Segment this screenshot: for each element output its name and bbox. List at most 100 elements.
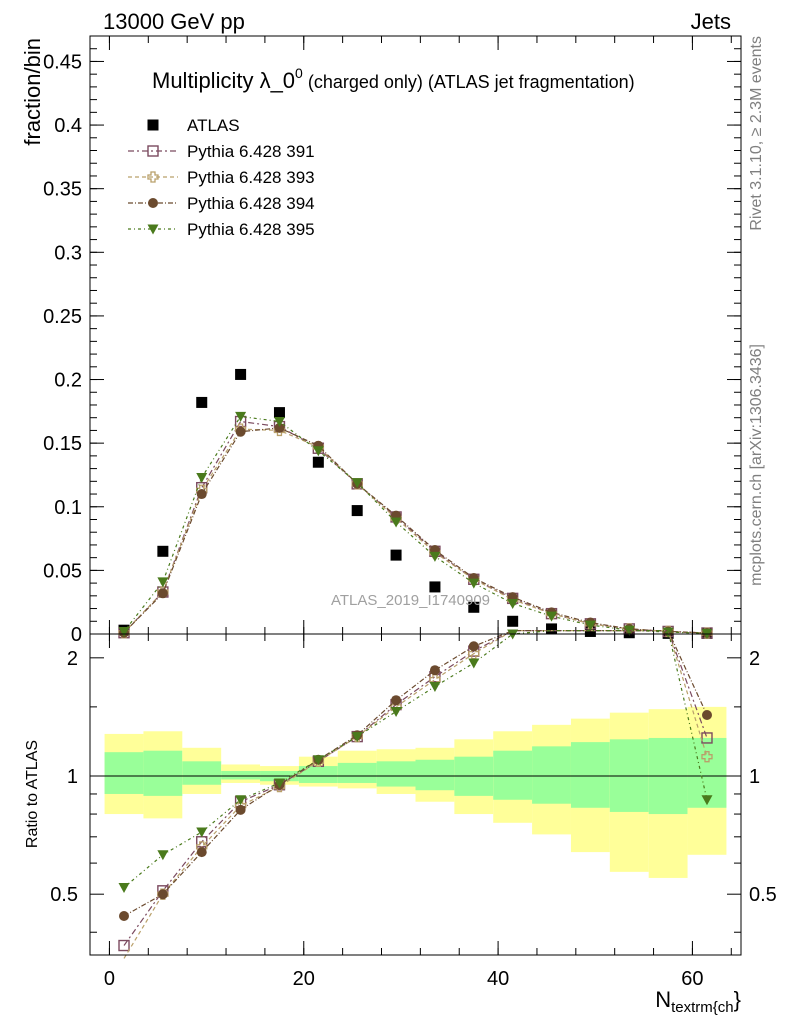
ratio-point: [196, 827, 208, 838]
series-pythia-6-428-395: [118, 411, 713, 639]
data-point: [429, 551, 441, 562]
ratio-point: [118, 883, 130, 894]
legend-label: Pythia 6.428 395: [187, 220, 315, 239]
series-line: [123, 415, 708, 634]
main-y-tick-label: 0.05: [43, 560, 82, 582]
x-tick-label: 60: [681, 968, 703, 990]
rivet-version-label: Rivet 3.1.10, ≥ 2.3M events: [748, 36, 765, 231]
data-point: [235, 368, 247, 380]
ratio-frame: [89, 633, 742, 956]
ratio-y-tick-label: 0.5: [50, 884, 78, 906]
main-y-tick-label: 0.4: [54, 115, 82, 137]
data-point: [584, 625, 596, 637]
series-line: [123, 428, 708, 634]
uncertainty-band-inner: [532, 746, 571, 804]
ratio-point: [312, 755, 324, 766]
mcplots-label: mcplots.cern.ch [arXiv:1306.3436]: [748, 344, 765, 586]
data-point: [312, 446, 324, 457]
main-y-tick-label: 0.35: [43, 179, 82, 201]
x-axis-label-main: N: [655, 987, 671, 1012]
legend-label: Pythia 6.428 391: [187, 142, 315, 161]
legend-marker: [147, 119, 159, 131]
chart-title: Multiplicity λ_00 (charged only) (ATLAS …: [152, 65, 635, 93]
analysis-tag: ATLAS_2019_I1740909: [331, 592, 490, 609]
ratio-point: [119, 910, 130, 921]
main-ylabel: fraction/bin: [20, 38, 45, 146]
uncertainty-band-inner: [337, 762, 377, 783]
ratio-point: [701, 732, 713, 744]
uncertainty-band-inner: [298, 766, 338, 783]
data-point: [351, 478, 363, 489]
ratio-point: [391, 695, 402, 706]
ratio-point: [701, 795, 713, 806]
data-point: [351, 505, 363, 517]
ratio-panel: 0.5 0.5 1 1 2 2 0 20 40 60 Ratio to ATLAS Ntextr…: [24, 629, 777, 1016]
main-y-tick-label: 0.45: [43, 51, 82, 73]
uncertainty-band-inner: [182, 761, 222, 785]
data-point: [118, 626, 130, 637]
legend: ATLAS Pythia 6.428 391 Pythia 6.428 393 Pyt…: [128, 116, 315, 239]
uncertainty-band-inner: [221, 770, 261, 780]
uncertainty-band-inner: [415, 759, 455, 791]
category-label: Jets: [691, 9, 731, 34]
data-point: [235, 411, 247, 422]
legend-marker: [147, 171, 159, 183]
data-point: [157, 577, 169, 588]
data-point: [468, 578, 480, 589]
ratio-point: [701, 710, 712, 721]
ratio-point: [429, 682, 441, 693]
data-point: [468, 601, 480, 613]
uncertainty-band-inner: [493, 750, 533, 800]
main-y-tick-label: 0.25: [43, 306, 82, 328]
ratio-point: [351, 732, 363, 743]
ratio-point: [468, 658, 480, 669]
data-point: [273, 417, 285, 428]
ratio-series-pythia-6-428-395: [118, 629, 713, 894]
ratio-y-tick-label-right: 2: [749, 648, 760, 670]
ratio-y-tick-label-right: 0.5: [749, 884, 777, 906]
data-point: [507, 615, 519, 627]
data-point: [196, 489, 207, 500]
chart-title-sup: 0: [295, 65, 303, 81]
ratio-y-tick-label: 1: [67, 766, 78, 788]
ratio-point: [196, 847, 207, 858]
data-point: [390, 549, 402, 561]
ratio-point: [468, 641, 479, 652]
x-tick-label: 20: [293, 968, 315, 990]
series-line: [123, 427, 708, 634]
main-y-tick-label: 0.3: [54, 242, 82, 264]
uncertainty-band-inner: [143, 750, 183, 796]
uncertainty-band-inner: [570, 742, 610, 808]
data-point: [196, 473, 208, 484]
ratio-line: [123, 630, 708, 888]
data-point: [312, 456, 324, 468]
data-point: [429, 581, 441, 593]
ratio-point: [118, 939, 130, 952]
main-y-tick-label: 0.15: [43, 433, 82, 455]
uncertainty-band-inner: [376, 761, 416, 787]
main-panel: 0 0.05 0.1 0.15 0.2 0.25 0.3 0.35 0.4 0.45 fracti…: [20, 35, 742, 646]
ratio-point: [273, 778, 285, 789]
ratio-point: [157, 850, 169, 861]
x-axis-label: Ntextrm{ch}: [655, 987, 741, 1016]
data-point: [157, 545, 169, 557]
x-tick-label: 0: [104, 968, 115, 990]
legend-label: ATLAS: [187, 116, 240, 135]
data-point: [546, 623, 558, 635]
data-point: [273, 407, 285, 419]
x-axis-label-sub: textrm{ch: [671, 999, 734, 1016]
data-point: [584, 620, 596, 631]
ratio-y-tick-label: 2: [67, 648, 78, 670]
ratio-point: [235, 795, 247, 806]
uncertainty-band-inner: [104, 752, 144, 794]
data-point: [196, 396, 208, 408]
data-point: [235, 426, 246, 437]
collision-label: 13000 GeV pp: [103, 9, 245, 34]
ratio-point: [157, 889, 168, 900]
ratio-y-tick-label-right: 1: [749, 766, 760, 788]
data-point: [507, 598, 519, 609]
data-point: [390, 517, 402, 528]
main-y-tick-label: 0.2: [54, 370, 82, 392]
chart-title-rest: (charged only) (ATLAS jet fragmentation): [303, 72, 635, 92]
